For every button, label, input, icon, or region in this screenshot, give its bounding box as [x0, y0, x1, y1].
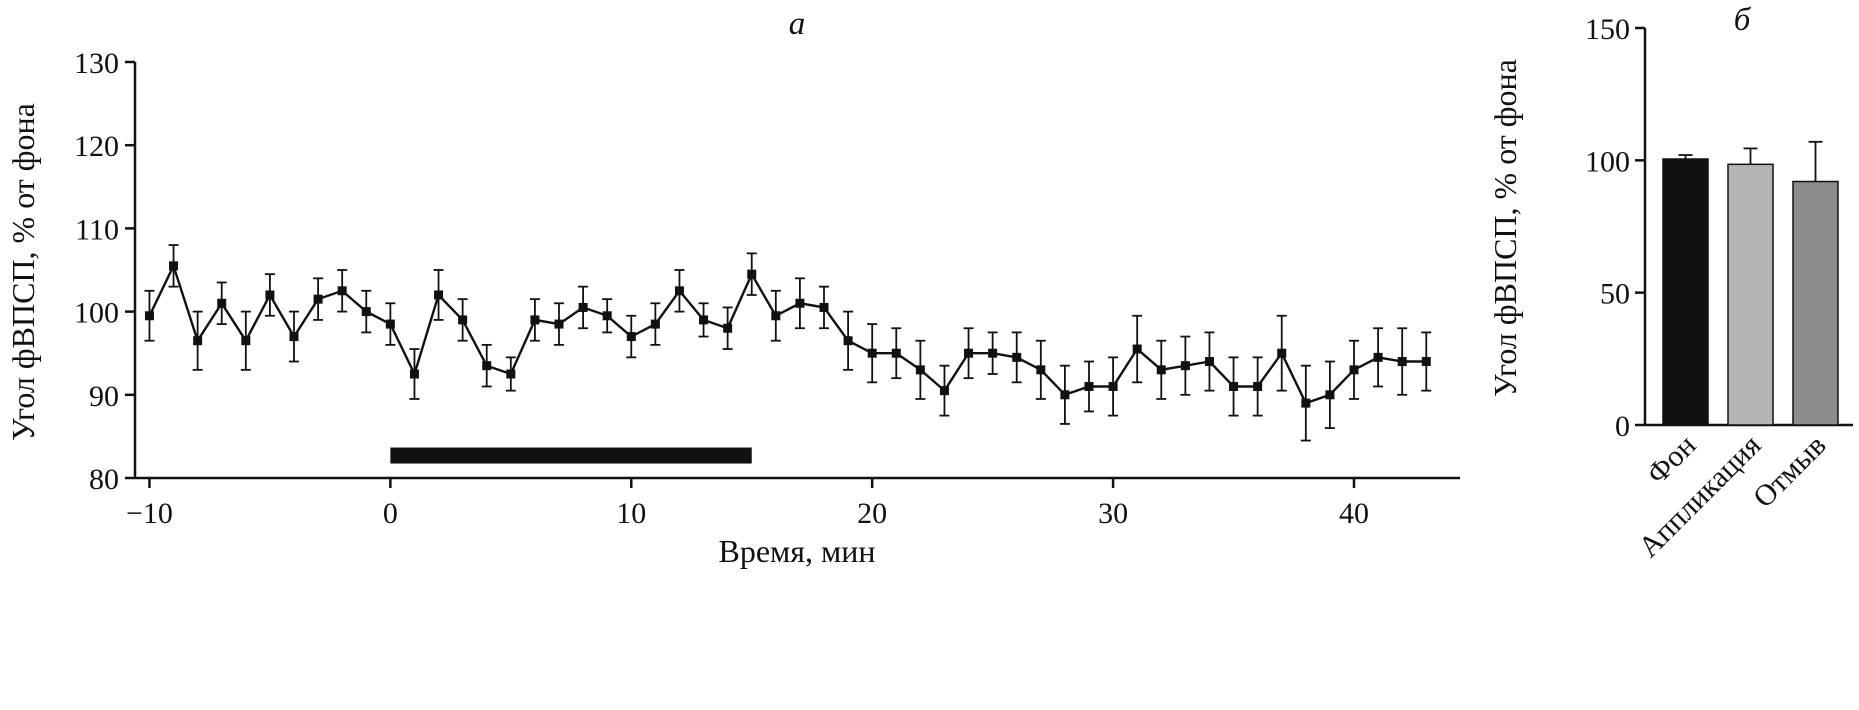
error-bars	[144, 244, 1432, 442]
bar-category-label: Аппликация	[1632, 428, 1767, 563]
bar	[1792, 180, 1839, 426]
panel-b-ylabel: Угол фВПСП, % от фона	[1487, 59, 1523, 397]
panel-b: б Угол фВПСП, % от фона 0 50 100 150 Фон Аппл…	[1480, 0, 1859, 710]
x-tick-label: −10	[126, 497, 173, 530]
y-tick-label: 150	[1585, 13, 1630, 46]
bar	[1662, 158, 1709, 426]
series-markers	[144, 261, 1431, 408]
y-tick-label: 100	[1585, 145, 1630, 178]
y-tick-label: 130	[74, 47, 119, 80]
x-tick-label: 10	[616, 497, 646, 530]
panel-a-xlabel: Время, мин	[718, 533, 875, 569]
panel-a-ylabel: Угол фВПСП, % от фона	[5, 103, 41, 441]
panel-b-title: б	[1734, 2, 1752, 38]
bar-chart-panel-b: б Угол фВПСП, % от фона 050100150ФонАппл…	[1487, 2, 1853, 564]
y-tick-label: 120	[74, 130, 119, 163]
y-tick-label: 0	[1615, 410, 1630, 443]
y-tick-label: 50	[1600, 278, 1630, 311]
y-tick-label: 90	[89, 380, 119, 413]
x-tick-label: 0	[383, 497, 398, 530]
bar-category-label: Отмыв	[1747, 429, 1833, 515]
x-tick-label: 20	[857, 497, 887, 530]
y-tick-label: 80	[89, 463, 119, 496]
panel-a: а Угол фВПСП, % от фона Время, мин 80 90 1…	[5, 6, 1460, 569]
application-bar	[390, 447, 752, 464]
y-tick-label: 110	[75, 213, 119, 246]
panel-a-title: а	[789, 6, 806, 42]
y-tick-label: 100	[74, 297, 119, 330]
line-chart-panel-a: а Угол фВПСП, % от фона Время, мин 80 90 1…	[5, 6, 1460, 569]
x-tick-label: 40	[1339, 497, 1369, 530]
bar	[1727, 163, 1774, 426]
x-tick-label: 30	[1098, 497, 1128, 530]
panel-a-plot-area: 80 90 100 110 120 130 −10 0 10 20 30 40	[74, 47, 1460, 530]
